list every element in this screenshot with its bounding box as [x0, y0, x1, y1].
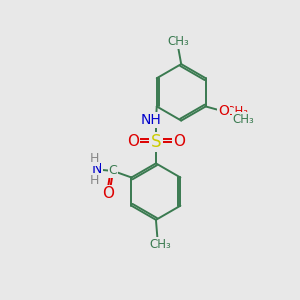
Text: CH₃: CH₃ [149, 238, 171, 251]
Text: OCH₃: OCH₃ [218, 105, 249, 118]
Text: O: O [218, 104, 229, 118]
Text: NH: NH [140, 113, 161, 127]
Text: H: H [90, 152, 99, 165]
Text: O: O [173, 134, 185, 149]
Text: C: C [109, 164, 117, 178]
Text: O: O [127, 134, 139, 149]
Text: S: S [151, 133, 161, 151]
Text: CH₃: CH₃ [232, 113, 254, 126]
Text: O: O [103, 186, 115, 201]
Text: N: N [92, 163, 102, 176]
Text: CH₃: CH₃ [167, 35, 189, 48]
Text: H: H [90, 174, 99, 187]
